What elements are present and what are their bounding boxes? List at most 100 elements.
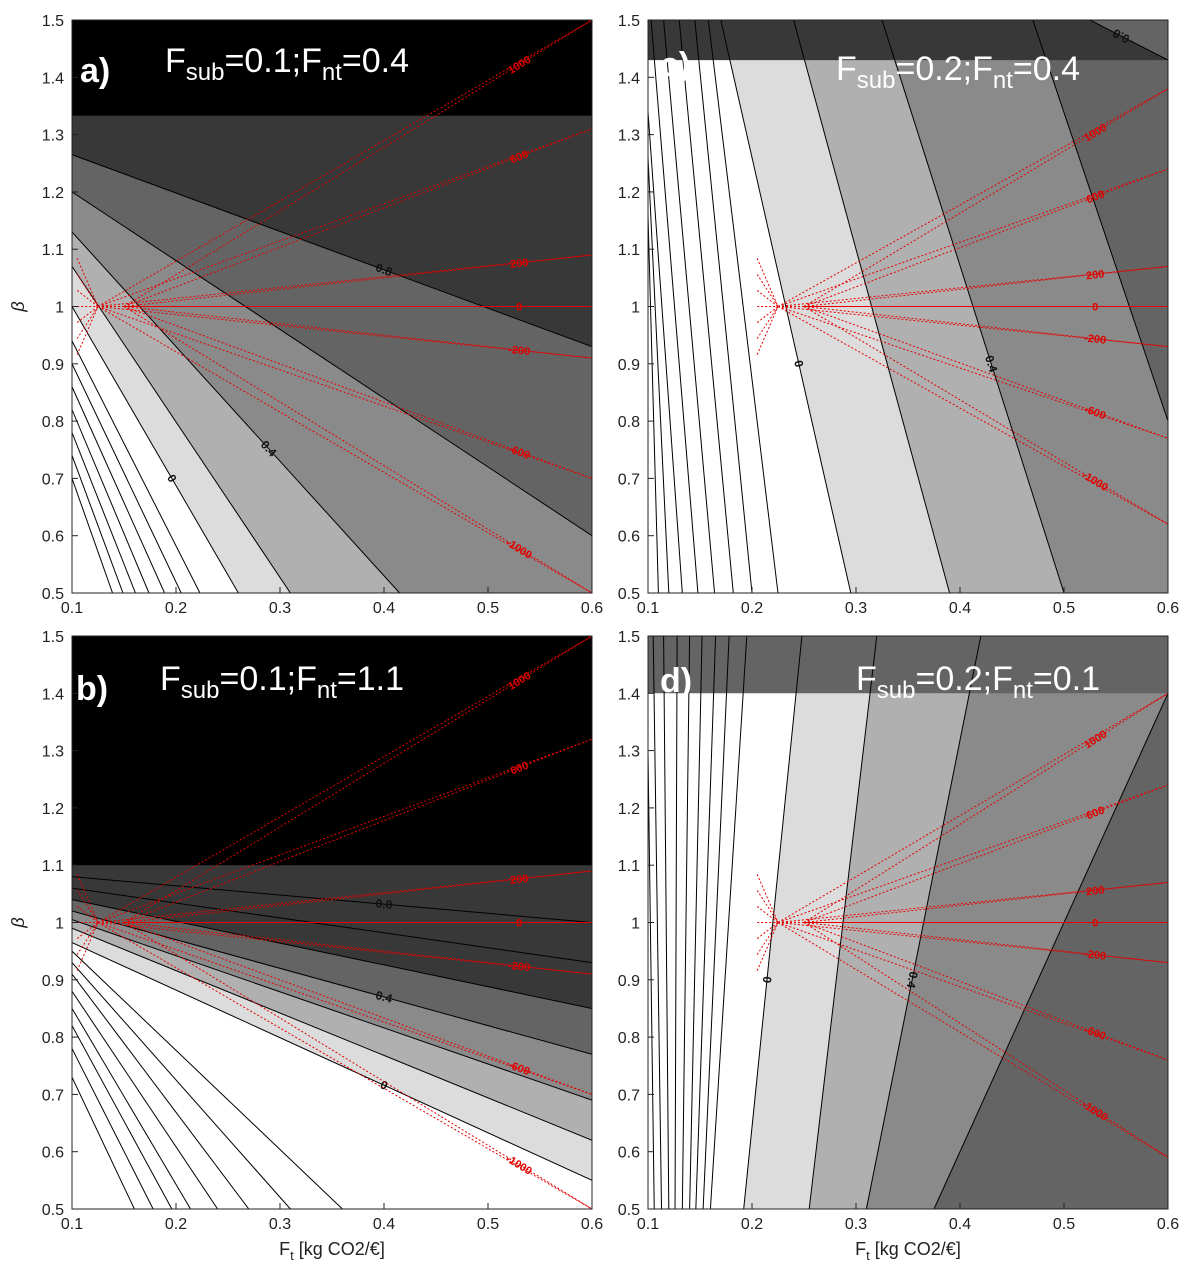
red-iso-line [803, 922, 1168, 1158]
red-iso-line [777, 265, 1168, 307]
level-fill [648, 20, 1168, 61]
y-tick-label: 0.5 [42, 1202, 64, 1219]
panel-title: Fsub=0.2;Fnt=0.4 [836, 50, 1080, 94]
red-iso-line [123, 306, 592, 479]
contour-line [681, 636, 691, 1209]
contour-label: 0.8 [1110, 26, 1132, 46]
red-iso-line [777, 88, 1168, 307]
x-tick-label: 0.5 [1053, 600, 1075, 617]
contour-line [72, 919, 592, 1101]
y-tick-label: 1 [55, 300, 64, 317]
contour-line [1032, 20, 1168, 422]
y-tick-label: 0.6 [42, 529, 64, 546]
red-iso-label: -200 [507, 344, 530, 358]
red-iso-line [803, 922, 1168, 964]
contour-line [72, 927, 592, 1141]
y-tick-label: 1.4 [618, 70, 640, 87]
red-iso-line [97, 306, 592, 479]
y-tick-label: 1.3 [618, 128, 640, 145]
contour-line [72, 962, 291, 1209]
y-tick-label: 0.9 [42, 357, 64, 374]
red-iso-line [756, 258, 779, 307]
contour-line [72, 386, 166, 593]
red-iso-line [123, 128, 592, 307]
x-tick-label: 0.3 [269, 600, 291, 617]
y-tick-label: 1.3 [42, 128, 64, 145]
y-tick-label: 1.5 [618, 13, 640, 30]
contour-line [72, 942, 592, 1181]
x-tick-label: 0.5 [477, 600, 499, 617]
red-iso-line [123, 870, 592, 923]
red-iso-line [756, 922, 779, 971]
contour-label: 0 [791, 359, 806, 369]
y-tick-label: 0.6 [42, 1145, 64, 1162]
contour-line [72, 887, 592, 964]
contour-line [72, 191, 592, 537]
x-axis-label: Ft [kg CO2/€] [279, 1239, 385, 1263]
contour-line [72, 899, 592, 1009]
contour-line [689, 636, 703, 1209]
x-tick-label: 0.2 [165, 1216, 187, 1233]
contour-line [72, 950, 343, 1209]
contour-line [72, 306, 239, 593]
red-iso-line [777, 881, 1168, 923]
red-iso-line [123, 922, 592, 1095]
x-tick-label: 0.2 [741, 600, 763, 617]
red-iso-line [76, 258, 99, 307]
contour-line [72, 231, 400, 593]
y-tick-label: 0.9 [618, 357, 640, 374]
y-tick-label: 0.9 [618, 973, 640, 990]
contour-line [72, 266, 291, 593]
contour-line [743, 636, 803, 1209]
red-iso-label: 200 [1086, 884, 1106, 898]
contour-line [663, 20, 716, 593]
x-tick-label: 0.3 [845, 1216, 867, 1233]
y-tick-label: 1.4 [618, 686, 640, 703]
contour-line [72, 432, 136, 593]
contour-line [678, 20, 734, 593]
y-tick-label: 0.8 [618, 414, 640, 431]
contour-line [72, 1048, 154, 1209]
red-iso-line [756, 306, 779, 323]
contour-line [695, 636, 717, 1209]
y-tick-label: 1.1 [618, 858, 640, 875]
y-tick-label: 1.5 [42, 629, 64, 646]
red-iso-line [777, 692, 1168, 923]
y-tick-label: 1 [55, 916, 64, 933]
contour-line [933, 693, 1168, 1209]
contour-label: 0.8 [374, 260, 395, 279]
red-iso-line [123, 254, 592, 307]
red-iso-line [97, 922, 592, 1209]
red-iso-label: 0 [1092, 918, 1098, 930]
y-tick-label: 0.7 [42, 1087, 64, 1104]
x-tick-label: 0.1 [637, 600, 659, 617]
contour-line [694, 20, 753, 593]
y-tick-label: 1.2 [618, 185, 640, 202]
red-iso-line [123, 922, 592, 975]
red-iso-label: -200 [507, 960, 530, 974]
panel-title: Fsub=0.1;Fnt=1.1 [160, 660, 404, 704]
x-tick-label: 0.2 [741, 1216, 763, 1233]
x-tick-label: 0.5 [1053, 1216, 1075, 1233]
y-tick-label: 1.4 [42, 686, 64, 703]
x-tick-label: 0.6 [1157, 1216, 1179, 1233]
y-axis-label: β [8, 917, 28, 928]
red-iso-line [803, 306, 1168, 439]
y-tick-label: 0.6 [618, 1145, 640, 1162]
red-iso-line [97, 306, 592, 593]
panel-label: d) [660, 662, 692, 700]
red-iso-line [803, 88, 1168, 307]
x-tick-label: 0.6 [581, 600, 603, 617]
y-tick-label: 1.2 [42, 185, 64, 202]
red-iso-line [803, 922, 1168, 1061]
y-tick-label: 1 [631, 300, 640, 317]
red-iso-line [803, 168, 1168, 307]
red-iso-label: 200 [1086, 268, 1106, 282]
x-tick-label: 0.2 [165, 600, 187, 617]
red-iso-line [76, 922, 99, 939]
y-tick-label: 1.1 [42, 858, 64, 875]
red-iso-line [97, 636, 592, 923]
y-tick-label: 0.5 [618, 1202, 640, 1219]
